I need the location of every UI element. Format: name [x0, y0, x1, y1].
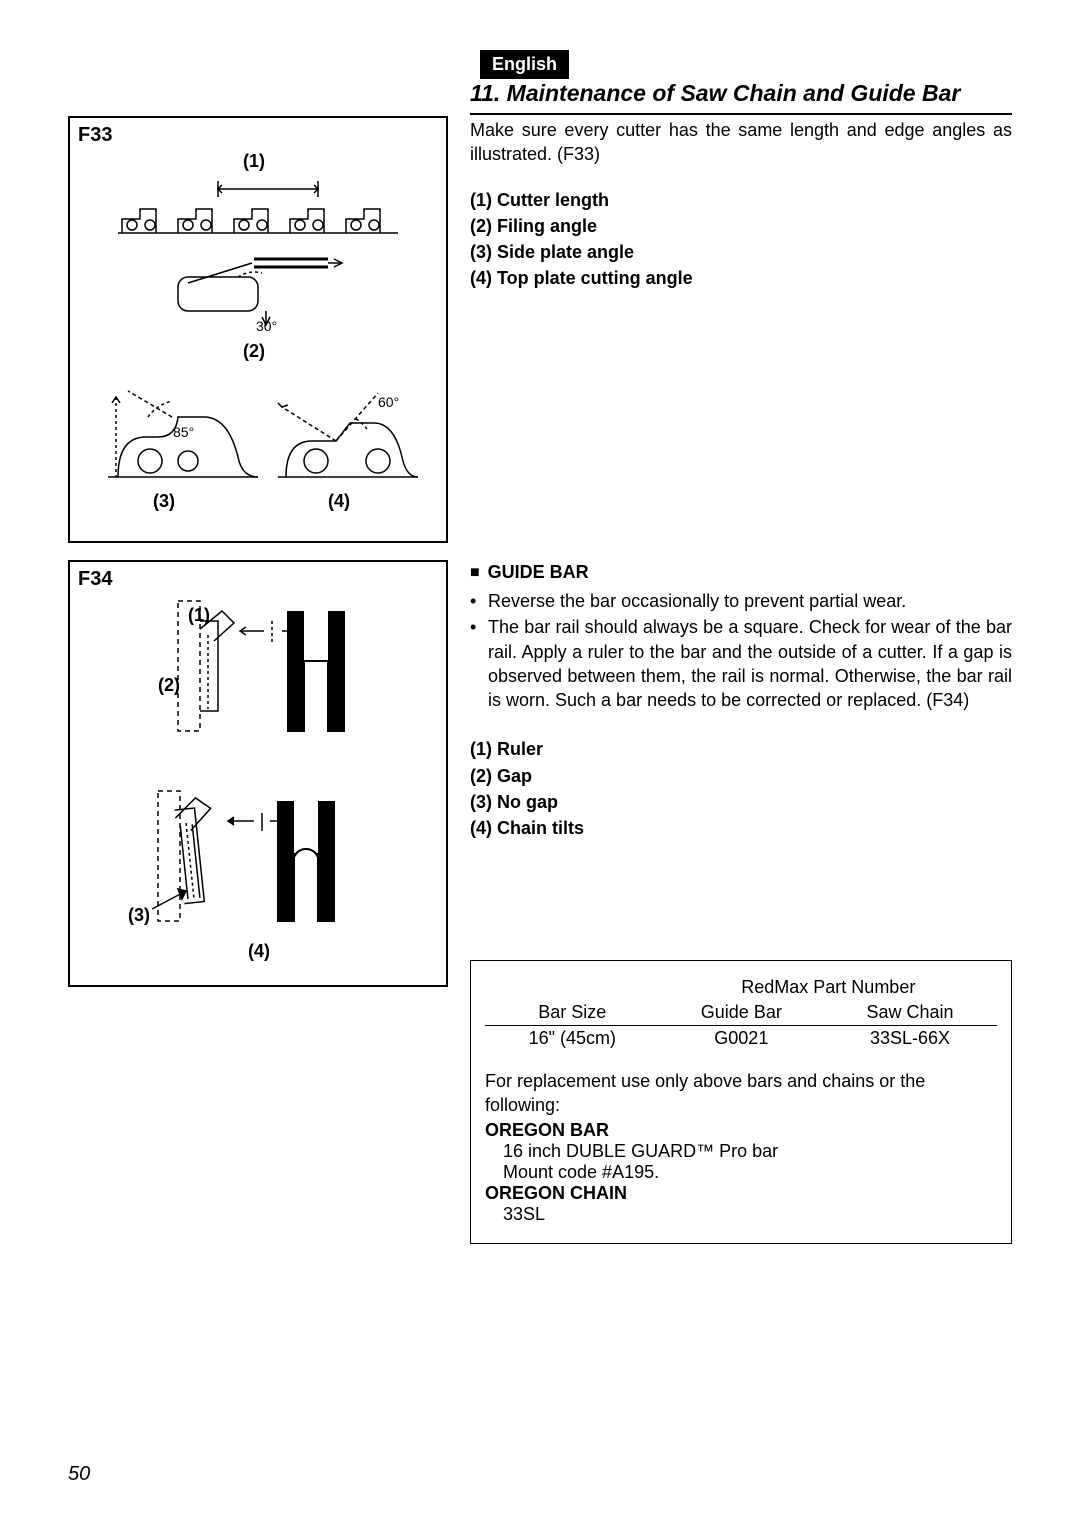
oregon-bar-label: OREGON BAR [485, 1120, 997, 1141]
f34-legend-4: (4) Chain tilts [470, 815, 1012, 841]
parts-note: For replacement use only above bars and … [485, 1069, 997, 1118]
page-number: 50 [68, 1463, 90, 1486]
f34-legend-list: (1) Ruler (2) Gap (3) No gap (4) Chain t… [470, 736, 1012, 840]
section-title: 11. Maintenance of Saw Chain and Guide B… [470, 80, 1012, 115]
oregon-bar-line2: Mount code #A195. [485, 1162, 997, 1183]
f33-angle-side: 85° [173, 424, 194, 440]
f33-legend-list: (1) Cutter length (2) Filing angle (3) S… [470, 187, 1012, 291]
parts-cell-sawchain: 33SL-66X [823, 1026, 997, 1052]
parts-col-guidebar: Guide Bar [660, 1000, 823, 1026]
f33-callout-3: (3) [153, 491, 175, 511]
f33-callout-1: (1) [243, 151, 265, 171]
f34-legend-1: (1) Ruler [470, 736, 1012, 762]
figure-f34: F34 [68, 560, 448, 987]
f33-legend-2: (2) Filing angle [470, 213, 1012, 239]
f33-legend-1: (1) Cutter length [470, 187, 1012, 213]
intro-text: Make sure every cutter has the same leng… [470, 118, 1012, 167]
f33-legend-3: (3) Side plate angle [470, 239, 1012, 265]
f33-angle-filing: 30° [256, 318, 277, 334]
oregon-bar-line1: 16 inch DUBLE GUARD™ Pro bar [485, 1141, 997, 1162]
guide-bar-bullet-2: The bar rail should always be a square. … [470, 615, 1012, 712]
f33-angle-top: 60° [378, 394, 399, 410]
f34-callout-4: (4) [248, 941, 270, 961]
f34-legend-3: (3) No gap [470, 789, 1012, 815]
parts-col-sawchain: Saw Chain [823, 1000, 997, 1026]
parts-header-span: RedMax Part Number [660, 975, 997, 1000]
parts-cell-barsize: 16" (45cm) [485, 1026, 660, 1052]
figure-f34-svg: (1) (2) [88, 591, 428, 971]
guide-bar-bullets: Reverse the bar occasionally to prevent … [470, 589, 1012, 712]
figure-f33-svg: (1) [88, 147, 428, 527]
f34-legend-2: (2) Gap [470, 763, 1012, 789]
figure-label-f34: F34 [78, 568, 438, 591]
guide-bar-heading: GUIDE BAR [470, 562, 1012, 583]
f34-callout-2: (2) [158, 675, 180, 695]
f34-callout-3: (3) [128, 905, 150, 925]
f34-callout-1: (1) [188, 605, 210, 625]
figure-label-f33: F33 [78, 124, 438, 147]
f33-callout-4: (4) [328, 491, 350, 511]
guide-bar-bullet-1: Reverse the bar occasionally to prevent … [470, 589, 1012, 613]
f33-callout-2: (2) [243, 341, 265, 361]
parts-col-barsize: Bar Size [485, 1000, 660, 1026]
oregon-chain-label: OREGON CHAIN [485, 1183, 997, 1204]
parts-table: RedMax Part Number Bar Size Guide Bar Sa… [485, 975, 997, 1051]
language-badge: English [480, 50, 569, 79]
f33-legend-4: (4) Top plate cutting angle [470, 265, 1012, 291]
figure-f33: F33 (1) [68, 116, 448, 543]
parts-cell-guidebar: G0021 [660, 1026, 823, 1052]
parts-box: RedMax Part Number Bar Size Guide Bar Sa… [470, 960, 1012, 1244]
oregon-chain-line1: 33SL [485, 1204, 997, 1225]
